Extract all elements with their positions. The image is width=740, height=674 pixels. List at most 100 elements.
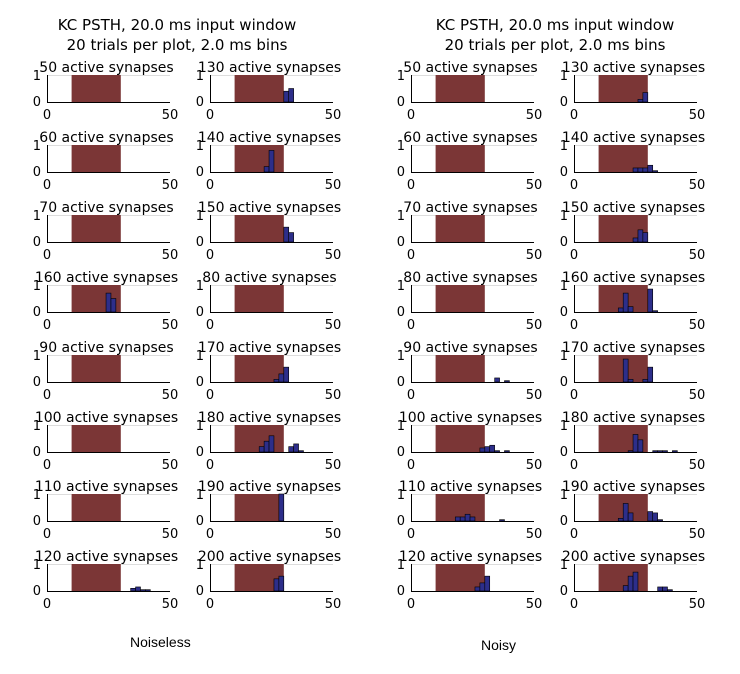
x-tick-label: 50: [162, 318, 179, 333]
x-tick-label: 0: [407, 318, 415, 333]
psth-bar: [484, 575, 491, 592]
x-tick-label: 0: [206, 527, 214, 542]
y-tick-label: 1: [33, 558, 41, 573]
psth-bar: [652, 310, 658, 313]
y-tick-label: 0: [397, 514, 405, 529]
input-window: [435, 564, 485, 591]
y-tick-label: 1: [397, 558, 405, 573]
y-tick-label: 1: [397, 69, 405, 84]
y-tick-label: 0: [397, 445, 405, 460]
psth-bar: [632, 434, 639, 453]
y-tick-label: 1: [196, 209, 204, 224]
subplot-title: 180 active synapses: [562, 410, 705, 426]
psth-bar: [617, 517, 624, 522]
psth-bar: [657, 586, 663, 592]
psth-bar: [494, 450, 500, 453]
psth-bar: [268, 435, 275, 453]
x-tick-label: 0: [570, 388, 578, 403]
subplot-title: 170 active synapses: [198, 340, 341, 356]
input-window: [435, 145, 485, 172]
psth-bar: [627, 450, 634, 453]
y-tick-label: 0: [560, 445, 568, 460]
input-window: [71, 564, 121, 591]
x-tick-label: 0: [206, 248, 214, 263]
psth-bar: [652, 512, 658, 522]
x-tick-label: 50: [526, 248, 543, 263]
y-tick-label: 0: [397, 305, 405, 320]
psth-bar: [622, 503, 629, 522]
y-tick-label: 0: [397, 95, 405, 110]
psth-bar: [479, 582, 486, 592]
x-tick-label: 50: [325, 597, 342, 612]
psth-bar: [263, 166, 270, 173]
psth-bar: [454, 516, 461, 522]
y-tick-label: 1: [560, 279, 568, 294]
input-window: [598, 75, 648, 102]
psth-bar: [130, 587, 136, 592]
y-tick-label: 1: [397, 419, 405, 434]
x-tick-label: 50: [162, 248, 179, 263]
x-tick-label: 50: [325, 178, 342, 193]
psth-bar: [652, 170, 658, 173]
y-tick-label: 0: [560, 235, 568, 250]
input-window: [71, 494, 121, 521]
x-tick-label: 50: [325, 318, 342, 333]
psth-bar: [489, 444, 495, 453]
y-tick-label: 0: [196, 165, 204, 180]
y-tick-label: 1: [196, 558, 204, 573]
x-tick-label: 50: [325, 527, 342, 542]
input-window: [234, 494, 284, 521]
y-tick-label: 0: [196, 514, 204, 529]
y-tick-label: 1: [33, 279, 41, 294]
subplot-title: 110 active synapses: [35, 479, 178, 495]
x-tick-label: 50: [526, 108, 543, 123]
subplot-title: 60 active synapses: [39, 130, 173, 146]
psth-bar: [657, 519, 663, 522]
y-tick-label: 1: [196, 139, 204, 154]
x-tick-label: 0: [570, 597, 578, 612]
x-tick-label: 50: [689, 597, 706, 612]
subplot-title: 60 active synapses: [403, 130, 537, 146]
x-tick-label: 0: [43, 248, 51, 263]
x-tick-label: 0: [206, 597, 214, 612]
x-tick-label: 0: [407, 388, 415, 403]
y-tick-label: 0: [560, 584, 568, 599]
x-tick-label: 50: [689, 527, 706, 542]
input-window: [435, 75, 485, 102]
x-tick-label: 50: [689, 178, 706, 193]
psth-bar: [110, 298, 117, 313]
y-tick-label: 1: [560, 349, 568, 364]
x-tick-label: 50: [689, 388, 706, 403]
psth-bar: [145, 589, 151, 592]
psth-bar: [273, 378, 280, 383]
noiseless-caption: Noiseless: [130, 634, 191, 650]
psth-bar: [662, 586, 668, 592]
subplot-title: 150 active synapses: [562, 200, 705, 216]
x-tick-label: 0: [43, 527, 51, 542]
input-window: [71, 215, 121, 242]
input-window: [234, 75, 284, 102]
subplot-title: 200 active synapses: [562, 549, 705, 565]
y-tick-label: 0: [397, 165, 405, 180]
psth-bar: [637, 167, 644, 173]
y-tick-label: 1: [33, 349, 41, 364]
psth-bar: [637, 229, 644, 243]
psth-bar: [642, 232, 649, 243]
y-tick-label: 1: [33, 209, 41, 224]
psth-bar: [288, 232, 294, 243]
subplot-title: 180 active synapses: [198, 410, 341, 426]
psth-bar: [135, 586, 141, 592]
